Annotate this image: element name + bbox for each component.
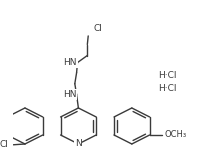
Text: Cl: Cl (94, 24, 102, 33)
Text: HN: HN (63, 90, 76, 99)
Text: H·Cl: H·Cl (158, 71, 176, 80)
Text: N: N (75, 140, 82, 149)
Text: OCH₃: OCH₃ (165, 131, 187, 140)
Text: H·Cl: H·Cl (158, 84, 176, 93)
Text: HN: HN (64, 58, 77, 67)
Text: Cl: Cl (0, 140, 9, 149)
